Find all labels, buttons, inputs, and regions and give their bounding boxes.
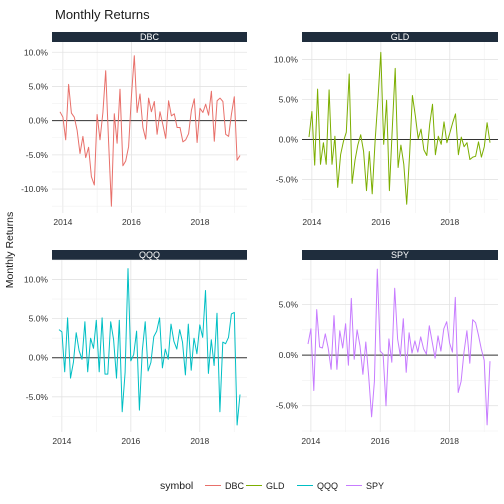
- legend-label-spy: SPY: [366, 481, 384, 491]
- y-tick-label: 5.0%: [29, 314, 49, 324]
- strip-label-gld: GLD: [391, 32, 410, 42]
- legend-item-gld: GLD: [246, 481, 285, 491]
- chart-title: Monthly Returns: [55, 7, 150, 22]
- strip-qqq: [52, 250, 247, 260]
- legend-item-spy: SPY: [346, 481, 384, 491]
- strip-gld: [302, 32, 498, 42]
- series-line-gld: [308, 51, 491, 205]
- x-tick-label: 2014: [302, 217, 321, 227]
- y-tick-label: 0.0%: [29, 116, 49, 126]
- y-tick-label: 10.0%: [24, 47, 49, 57]
- panel-qqq: QQQ 10.0% 5.0% 0.0% -5.0% 2014 2016 2018: [24, 250, 247, 446]
- x-tick-label: 2018: [191, 217, 210, 227]
- x-tick-label: 2014: [53, 217, 72, 227]
- legend: symbol DBC GLD QQQ SPY: [160, 480, 384, 492]
- y-tick-label: 5.0%: [279, 95, 299, 105]
- x-tick-label: 2016: [371, 217, 390, 227]
- x-tick-label: 2014: [301, 436, 320, 446]
- y-tick-label: -5.0%: [26, 392, 49, 402]
- series-line-dbc: [59, 55, 241, 207]
- legend-label-gld: GLD: [266, 481, 285, 491]
- y-tick-label: 10.0%: [274, 55, 299, 65]
- x-tick-label: 2018: [440, 436, 459, 446]
- series-line-qqq: [58, 268, 241, 426]
- y-tick-label: -5.0%: [276, 401, 299, 411]
- y-tick-label: -5.0%: [26, 150, 49, 160]
- y-tick-label: 5.0%: [279, 300, 299, 310]
- panel-gld: GLD 10.0% 5.0% 0.0% -5.0% 2014 2016 2018: [274, 32, 498, 227]
- y-tick-label: 0.0%: [29, 353, 49, 363]
- y-tick-label: 0.0%: [279, 350, 299, 360]
- panel-dbc: DBC 10.0% 5.0% 0.0% -5.0% -10.0% 2014 2016 2018: [21, 32, 247, 227]
- legend-label-qqq: QQQ: [317, 481, 338, 491]
- strip-label-dbc: DBC: [140, 32, 160, 42]
- panel-spy: SPY 5.0% 0.0% -5.0% 2014 2016 2018: [276, 250, 498, 446]
- strip-label-qqq: QQQ: [139, 250, 160, 260]
- legend-item-qqq: QQQ: [297, 481, 338, 491]
- x-tick-label: 2016: [122, 217, 141, 227]
- y-tick-label: -5.0%: [276, 174, 299, 184]
- x-tick-label: 2018: [190, 436, 209, 446]
- y-tick-label: -10.0%: [21, 184, 48, 194]
- y-tick-label: 0.0%: [279, 134, 299, 144]
- x-tick-label: 2018: [440, 217, 459, 227]
- y-axis-label: Monthly Returns: [4, 212, 16, 288]
- x-tick-label: 2016: [121, 436, 140, 446]
- x-tick-label: 2014: [52, 436, 71, 446]
- strip-spy: [302, 250, 498, 260]
- y-tick-label: 10.0%: [24, 275, 49, 285]
- legend-items: DBC GLD QQQ SPY: [205, 481, 384, 491]
- strip-label-spy: SPY: [391, 250, 409, 260]
- x-tick-label: 2016: [371, 436, 390, 446]
- series-line-spy: [307, 268, 491, 426]
- strip-dbc: [52, 32, 247, 42]
- legend-label-dbc: DBC: [225, 481, 245, 491]
- y-tick-label: 5.0%: [29, 81, 49, 91]
- legend-item-dbc: DBC: [205, 481, 245, 491]
- legend-title: symbol: [160, 480, 193, 492]
